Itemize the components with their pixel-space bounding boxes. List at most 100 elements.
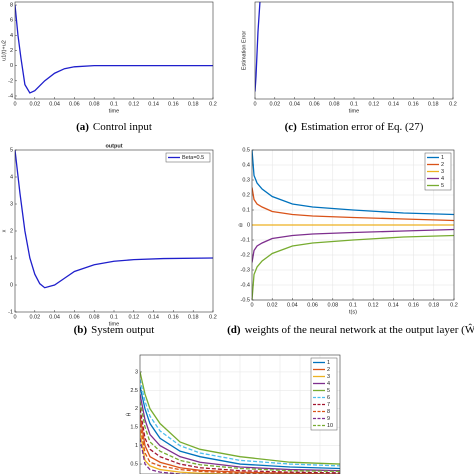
y-tick-label: -4 bbox=[8, 93, 13, 99]
x-tick-label: 0.1 bbox=[110, 101, 118, 107]
x-tick-label: 0.1 bbox=[349, 302, 357, 308]
legend-label: 9 bbox=[327, 416, 330, 422]
x-tick-label: 0.12 bbox=[368, 101, 379, 107]
y-tick-label: 0.5 bbox=[130, 462, 138, 468]
y-axis-label: ŵ bbox=[238, 223, 244, 228]
lines bbox=[255, 2, 261, 92]
x-tick-label: 0.2 bbox=[209, 101, 217, 107]
plot-area bbox=[15, 2, 213, 99]
x-tick-label: 0.08 bbox=[89, 314, 100, 320]
x-tick-label: 0.02 bbox=[29, 101, 40, 107]
legend-label: 3 bbox=[327, 374, 330, 380]
caption-label: (b) bbox=[74, 324, 88, 336]
legend-label: 1 bbox=[441, 155, 444, 161]
y-tick-label: 0 bbox=[247, 222, 250, 228]
caption: (b) System output bbox=[74, 324, 155, 336]
x-tick-label: 0.02 bbox=[29, 314, 40, 320]
series-line bbox=[140, 379, 340, 467]
legend-label: 4 bbox=[441, 176, 444, 182]
legend-box bbox=[310, 357, 338, 431]
x-tick-label: 0.04 bbox=[49, 101, 60, 107]
x-tick-label: 0.2 bbox=[450, 302, 458, 308]
x-tick-label: 0 bbox=[253, 101, 256, 107]
series-line bbox=[252, 228, 454, 263]
y-axis-label: x bbox=[1, 229, 7, 232]
chart-title: output bbox=[105, 143, 122, 149]
legend-label: 2 bbox=[441, 162, 444, 168]
y-tick-label: 3 bbox=[135, 369, 138, 375]
caption-text: System output bbox=[91, 324, 154, 336]
y-axis-label: u1(t)+u2 bbox=[1, 40, 7, 61]
x-tick-label: 0.08 bbox=[89, 101, 100, 107]
series-line bbox=[15, 150, 213, 289]
x-tick-label: 0.02 bbox=[267, 302, 278, 308]
caption-text: Control input bbox=[93, 121, 152, 133]
caption-label: (d) bbox=[227, 324, 241, 336]
panel: -4 -2 0 2 4 6 8 0 0.02 0.04 0.06 0.08 0.1 0.12 0.14 0.1… bbox=[1, 1, 217, 133]
legend-label: 8 bbox=[327, 409, 330, 415]
y-tick-label: 0.4 bbox=[242, 162, 250, 168]
axes-box bbox=[139, 354, 341, 474]
legend-label: 3 bbox=[441, 169, 444, 175]
series-line bbox=[140, 401, 340, 473]
lines bbox=[15, 150, 213, 289]
y-tick-label: 2 bbox=[10, 228, 13, 234]
x-tick-label: 0.18 bbox=[428, 302, 439, 308]
series-line bbox=[140, 393, 340, 472]
x-tick-label: 0.16 bbox=[408, 302, 419, 308]
y-axis-label: Ĥ bbox=[125, 412, 132, 416]
x-axis-label: time bbox=[349, 108, 359, 114]
y-tick-label: 8 bbox=[10, 2, 13, 8]
legend: Beta=0.5 bbox=[165, 152, 211, 163]
legend-label: 1 bbox=[327, 360, 330, 366]
y-tick-label: 2 bbox=[135, 406, 138, 412]
series-line bbox=[140, 408, 340, 474]
series-line bbox=[252, 234, 454, 300]
series-line bbox=[15, 4, 213, 94]
x-tick-label: 0.02 bbox=[269, 101, 280, 107]
series-line bbox=[140, 423, 309, 474]
x-tick-label: 0.06 bbox=[307, 302, 318, 308]
x-tick-label: 0 bbox=[13, 101, 16, 107]
legend-label: 6 bbox=[327, 395, 330, 401]
y-tick-label: 6 bbox=[10, 18, 13, 24]
panel: -0.5 -0.4 -0.3 -0.2 -0.1 0 0.1 0.2 0.3 0.4 0.5 0 0.0… bbox=[227, 147, 474, 335]
caption-label: (a) bbox=[76, 121, 89, 133]
axes-box bbox=[14, 1, 214, 100]
x-tick-label: 0.14 bbox=[388, 101, 399, 107]
x-tick-label: 0.14 bbox=[388, 302, 399, 308]
legend-box bbox=[165, 152, 211, 163]
x-tick-label: 0.08 bbox=[329, 101, 340, 107]
x-tick-label: 0.16 bbox=[408, 101, 419, 107]
lines bbox=[252, 150, 454, 300]
y-tick-label: 0.2 bbox=[242, 192, 250, 198]
axes-box bbox=[251, 149, 455, 301]
x-tick-label: 0.04 bbox=[49, 314, 60, 320]
legend-label: 5 bbox=[441, 183, 444, 189]
series-line bbox=[252, 187, 454, 222]
x-axis-label: t(s) bbox=[349, 309, 357, 315]
x-tick-label: 0.16 bbox=[168, 314, 179, 320]
y-tick-label: -1 bbox=[8, 309, 13, 315]
y-tick-label: 4 bbox=[10, 174, 13, 180]
plot-area bbox=[15, 150, 213, 312]
x-tick-label: 0.14 bbox=[148, 101, 159, 107]
y-tick-label: 1.5 bbox=[130, 425, 138, 431]
series-line bbox=[140, 416, 340, 474]
plot-area bbox=[255, 2, 453, 99]
x-tick-label: 0.04 bbox=[289, 101, 300, 107]
panel: 0 0.02 0.04 0.06 0.08 0.1 0.12 0.14 0.16 0.18 0.2 t… bbox=[241, 1, 457, 133]
x-tick-label: 0.18 bbox=[188, 314, 199, 320]
y-tick-label: 0 bbox=[10, 63, 13, 69]
x-tick-label: 0.12 bbox=[368, 302, 379, 308]
lines bbox=[15, 4, 213, 94]
y-tick-label: 3 bbox=[10, 201, 13, 207]
x-tick-label: 0.2 bbox=[209, 314, 217, 320]
x-tick-label: 0.2 bbox=[449, 101, 457, 107]
x-tick-label: 0 bbox=[13, 314, 16, 320]
legend-label: 7 bbox=[327, 402, 330, 408]
axes-box bbox=[254, 1, 454, 100]
series-line bbox=[140, 371, 340, 465]
axes-box bbox=[14, 149, 214, 313]
